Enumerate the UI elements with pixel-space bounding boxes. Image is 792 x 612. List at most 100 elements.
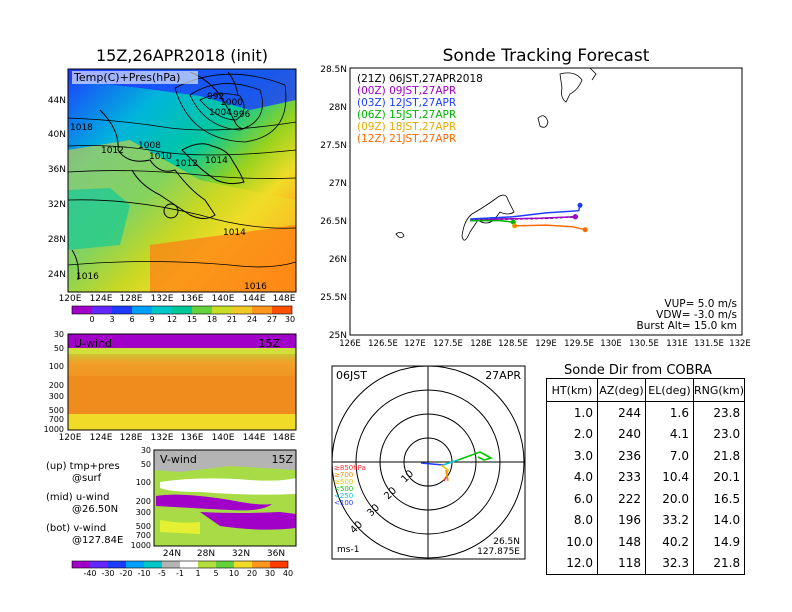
track-legend-item: (03Z) 12JST,27APR — [357, 97, 456, 109]
v-wind-levels: 30 50 100 200 300 500 700 1000 — [131, 446, 151, 550]
lon-tick-label: 124E — [90, 433, 113, 443]
lat-tick-label: 27.5N — [320, 141, 347, 151]
table-cell: 20.1 — [692, 466, 746, 488]
table-cell: 4.1 — [645, 423, 694, 445]
lon-tick-label: 132E — [151, 433, 174, 443]
lat-tick-label: 28N — [329, 103, 347, 113]
track-series-line — [470, 216, 576, 222]
track-legend-item: (00Z) 09JST,27APR — [357, 85, 456, 97]
colorbar-label: -10 — [137, 569, 150, 578]
table-cell: 3.0 — [546, 445, 598, 467]
level-tick-label: 30 — [141, 446, 151, 455]
lon-tick-label: 127.5E — [433, 339, 463, 349]
table-cell: 23.0 — [692, 423, 746, 445]
table-cell: 240 — [597, 423, 646, 445]
track-end-point — [582, 227, 588, 233]
lon-tick-label: 136E — [181, 294, 204, 304]
table-header: AZ(deg) — [597, 378, 646, 402]
isobar-label: 1000 — [220, 98, 243, 108]
isobar-label: 1008 — [138, 141, 161, 151]
colorbar-label: 30 — [265, 569, 275, 578]
lat-tick-label: 24N — [48, 270, 66, 280]
lon-tick-label: 127E — [404, 339, 426, 349]
level-tick-label: 200 — [136, 497, 151, 506]
table-cell: 118 — [597, 552, 646, 575]
table-cell: 20.0 — [645, 488, 694, 510]
table-row: 4.0 233 10.4 20.1 — [546, 466, 746, 488]
lon-tick-label: 136E — [181, 433, 204, 443]
table-cell: 1.0 — [546, 401, 598, 424]
table-row: 12.0 118 32.3 21.8 — [546, 552, 746, 575]
temperature-colorbar-labels: 0 3 6 9 12 15 18 21 24 27 30 — [89, 315, 295, 324]
lon-tick-label: 148E — [273, 294, 296, 304]
lat-tick-label: 28N — [48, 235, 66, 245]
lat-tick-label: 40N — [48, 130, 66, 140]
table-cell: 236 — [597, 445, 646, 467]
polar-rings — [331, 365, 525, 559]
table-row: 6.0 222 20.0 16.5 — [546, 488, 746, 510]
legend-note: @surf — [72, 473, 102, 484]
table-cell: 23.8 — [692, 401, 746, 424]
isobar-label: 992 — [207, 92, 224, 102]
level-tick-label: 30 — [54, 330, 64, 339]
colorbar-label: -1 — [176, 569, 184, 578]
polar-legend: ≥850hPa ≥700 ≥500 <500 <250 <100 — [334, 464, 366, 507]
isobar-label: 1012 — [101, 146, 124, 156]
polar-legend-item: ≥700 — [334, 471, 353, 479]
polar-legend-item: <250 — [334, 492, 353, 500]
lat-tick-label: 26.5N — [320, 217, 347, 227]
table-cell: 6.0 — [546, 488, 598, 510]
map-label: Temp(C)+Pres(hPa) — [72, 71, 198, 84]
colorbar-label: 6 — [129, 315, 134, 324]
isobar-labels: 996 992 1000 1004 1008 1012 1010 1012 10… — [70, 92, 267, 292]
lon-tick-label: 120E — [59, 294, 82, 304]
table-header: HT(km) — [546, 378, 598, 402]
table-cell: 33.2 — [645, 509, 694, 531]
cobra-title: Sonde Dir from COBRA — [564, 363, 712, 378]
track-end-point — [577, 202, 583, 208]
colorbar-label: 9 — [149, 315, 154, 324]
colorbar-label: 12 — [167, 315, 177, 324]
table-header-row: HT(km) AZ(deg) EL(deg) RNG(km) — [546, 378, 746, 402]
polar-lat: 26.5N — [493, 537, 520, 547]
table-cell: 222 — [597, 488, 646, 510]
track-params: VUP= 5.0 m/s VDW= -3.0 m/s Burst Alt= 15… — [637, 298, 737, 332]
isobar-label: 1012 — [175, 159, 198, 169]
track-end-point — [510, 219, 516, 225]
table-cell: 21.8 — [692, 445, 746, 467]
table-cell: 21.8 — [692, 552, 746, 575]
table-cell: 14.9 — [692, 531, 746, 553]
track-param: VDW= -3.0 m/s — [656, 309, 737, 321]
colorbar-label: 5 — [213, 569, 218, 578]
level-tick-label: 200 — [49, 381, 64, 390]
lat-tick-label: 36N — [267, 549, 285, 559]
svg-text:Temp(C)+Pres(hPa): Temp(C)+Pres(hPa) — [73, 71, 180, 84]
lat-tick-label: 32N — [232, 549, 250, 559]
colorbar-label: -40 — [83, 569, 96, 578]
legend-note: @26.50N — [72, 504, 118, 515]
map-lat-labels: 44N 40N 36N 32N 28N 24N — [48, 96, 66, 280]
colorbar-label: 3 — [109, 315, 114, 324]
legend-note: (mid) u-wind — [46, 492, 109, 503]
lon-tick-label: 140E — [212, 433, 235, 443]
level-tick-label: 100 — [49, 362, 64, 371]
lon-tick-label: 144E — [243, 294, 266, 304]
lat-tick-label: 32N — [48, 200, 66, 210]
table-cell: 196 — [597, 509, 646, 531]
v-wind-label: V-wind — [160, 453, 197, 466]
lon-tick-label: 131E — [666, 339, 688, 349]
polar-unit: ms-1 — [337, 545, 359, 555]
level-tick-label: 100 — [136, 478, 151, 487]
table-header: EL(deg) — [645, 378, 694, 402]
isobar-label: 1016 — [244, 282, 267, 292]
level-tick-label: 500 — [49, 406, 64, 415]
polar-legend-item: ≥500 — [334, 478, 353, 486]
map-lon-labels: 120E 124E 128E 132E 136E 140E 144E 148E — [59, 294, 296, 304]
isobar-label: 1004 — [209, 108, 232, 118]
lat-tick-label: 28.5N — [320, 65, 347, 75]
table-cell: 1.6 — [645, 401, 694, 424]
colorbar-label: 24 — [247, 315, 257, 324]
lon-tick-label: 128E — [120, 433, 143, 443]
track-legend-item: (12Z) 21JST,27APR — [357, 133, 456, 145]
